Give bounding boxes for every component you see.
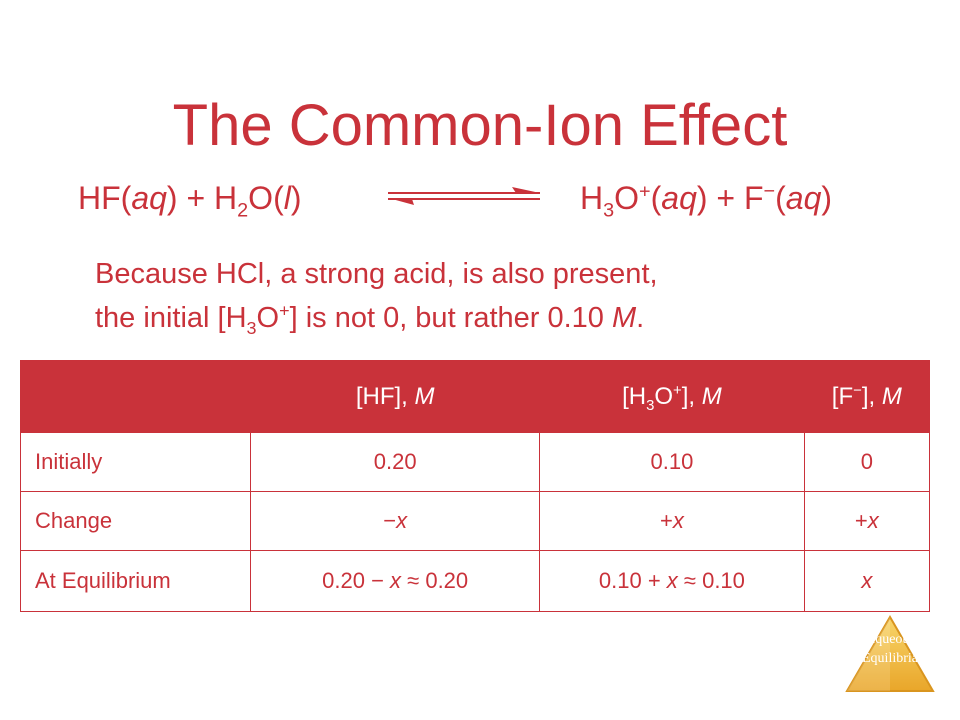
header-f: [F−], M bbox=[803, 360, 931, 433]
row-label: Initially bbox=[19, 432, 252, 492]
equilibrium-arrow-icon bbox=[388, 187, 540, 205]
explanation-text: Because HCl, a strong acid, is also pres… bbox=[95, 252, 895, 340]
slide-title: The Common-Ion Effect bbox=[172, 93, 788, 158]
equation-products: H3O+(aq) + F−(aq) bbox=[580, 180, 833, 222]
cell-h3o: 0.10 bbox=[539, 432, 805, 492]
cell-hf: 0.20 − x ≈ 0.20 bbox=[250, 550, 541, 612]
cell-hf: 0.20 bbox=[250, 432, 541, 492]
row-label: Change bbox=[19, 491, 252, 551]
ice-table: [HF], M [H3O+], M [F−], M Initially 0.20… bbox=[19, 360, 931, 612]
header-hf: [HF], M bbox=[250, 360, 541, 433]
logo-caption-line-1: Aqueous bbox=[865, 632, 915, 647]
table-row: Initially 0.20 0.10 0 bbox=[19, 432, 931, 492]
header-h3o: [H3O+], M bbox=[539, 360, 805, 433]
logo-caption-line-2: Equilibria bbox=[862, 651, 918, 666]
logo-caption: Aqueous Equilibria bbox=[845, 630, 935, 668]
table-row: Change −x +x +x bbox=[19, 491, 931, 551]
cell-f: x bbox=[803, 550, 931, 612]
cell-f: +x bbox=[803, 491, 931, 551]
explanation-line-1: Because HCl, a strong acid, is also pres… bbox=[95, 258, 658, 290]
cell-f: 0 bbox=[803, 432, 931, 492]
header-empty bbox=[19, 360, 252, 433]
cell-h3o: 0.10 + x ≈ 0.10 bbox=[539, 550, 805, 612]
row-label: At Equilibrium bbox=[19, 550, 252, 612]
cell-h3o: +x bbox=[539, 491, 805, 551]
table-header-row: [HF], M [H3O+], M [F−], M bbox=[19, 360, 931, 433]
explanation-line-2: the initial [H3O+] is not 0, but rather … bbox=[95, 300, 645, 338]
cell-hf: −x bbox=[250, 491, 541, 551]
pyramid-logo-icon bbox=[845, 615, 935, 692]
equation-reactants: HF(aq) + H2O(l) bbox=[78, 180, 302, 222]
table-row: At Equilibrium 0.20 − x ≈ 0.20 0.10 + x … bbox=[19, 550, 931, 612]
